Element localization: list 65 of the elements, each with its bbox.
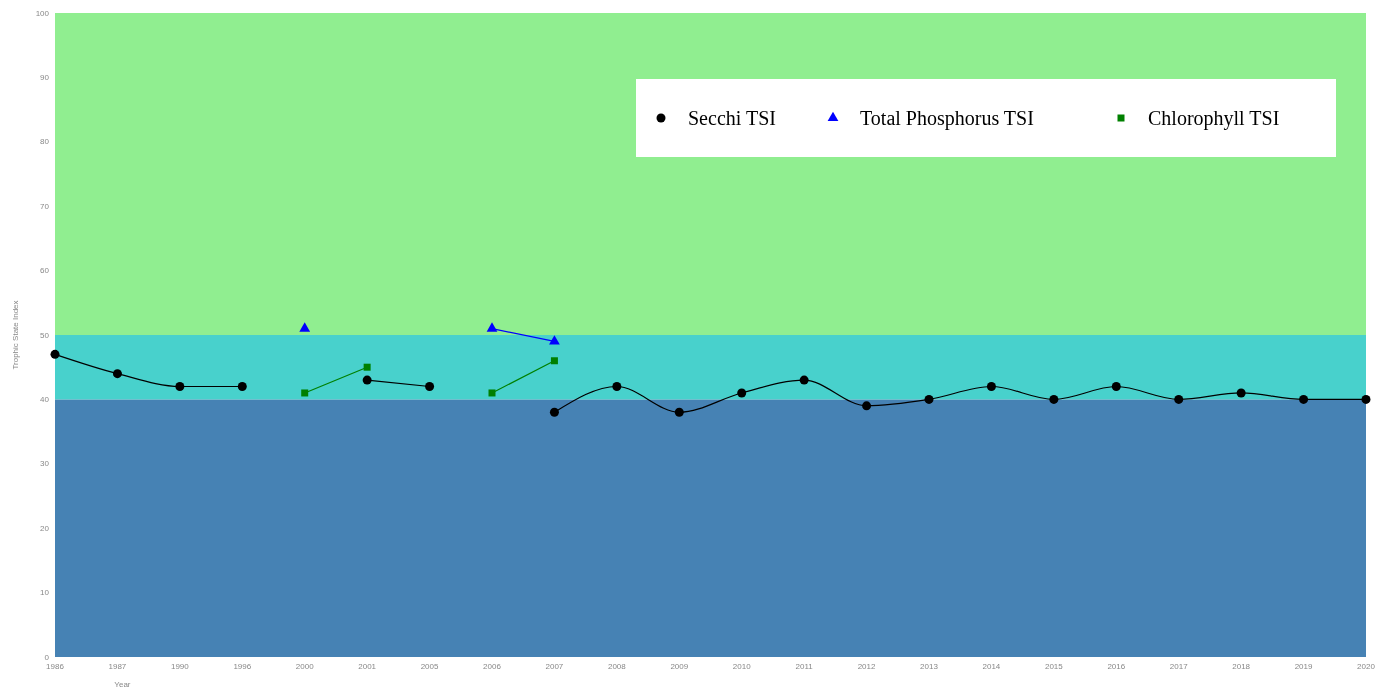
point [1111,382,1121,392]
y-tick-label: 50 [40,330,50,340]
point [549,407,559,417]
legend-label: Secchi TSI [688,107,776,129]
x-tick-label: 2017 [1169,662,1189,671]
point [1299,394,1309,404]
point [175,382,185,392]
y-axis-title: Trophic State Index [11,300,20,370]
y-tick-label: 30 [40,459,50,469]
x-tick-label: 2009 [670,662,689,671]
point [737,388,747,398]
point [1236,388,1246,398]
x-tick-label: 2000 [295,662,315,671]
x-tick-label: 2006 [483,662,502,671]
legend-label: Chlorophyll TSI [1148,107,1280,130]
x-tick-label: 2007 [545,662,564,671]
x-tick-label: 2011 [795,662,814,671]
x-tick-label: 2020 [1357,662,1376,671]
x-tick-label: 1987 [108,662,127,671]
point [112,369,122,379]
point [362,375,372,385]
x-tick-label: 2015 [1044,662,1064,671]
y-tick-label: 70 [40,201,50,211]
point [301,389,309,397]
x-tick-label: 2013 [920,662,939,671]
x-axis-title: Year [114,680,131,689]
point [50,349,60,359]
x-tick-label: 2014 [982,662,1001,671]
point [550,357,558,365]
x-tick-label: 2001 [358,662,377,671]
x-tick-label: 2008 [607,662,627,671]
y-tick-label: 90 [40,72,50,82]
y-tick-label: 80 [40,137,50,147]
legend-label: Total Phosphorus TSI [860,107,1034,130]
point [1049,394,1059,404]
point [425,382,435,392]
y-tick-label: 100 [35,8,50,18]
x-tick-label: 2018 [1232,662,1251,671]
x-tick-label: 2019 [1294,662,1314,671]
x-tick-label: 2016 [1107,662,1126,671]
y-tick-label: 60 [40,266,50,276]
point [674,407,684,417]
point [488,389,496,397]
x-tick-label: 1990 [170,662,190,671]
point [1174,394,1184,404]
x-tick-label: 1996 [233,662,252,671]
point [237,382,247,392]
point [549,335,560,345]
y-tick-label: 40 [40,394,50,404]
x-tick-label: 2012 [857,662,877,671]
y-tick-label: 10 [40,588,50,598]
point [612,382,622,392]
point [924,394,934,404]
point [862,401,872,411]
x-tick-label: 1986 [46,662,65,671]
y-tick-label: 20 [40,523,50,533]
point [363,363,371,371]
x-tick-label: 2010 [732,662,752,671]
point [486,322,498,332]
point [986,382,996,392]
point [299,322,311,332]
y-tick-label: 0 [44,652,50,662]
point [1361,394,1371,404]
x-tick-label: 2005 [420,662,440,671]
point [799,375,809,385]
